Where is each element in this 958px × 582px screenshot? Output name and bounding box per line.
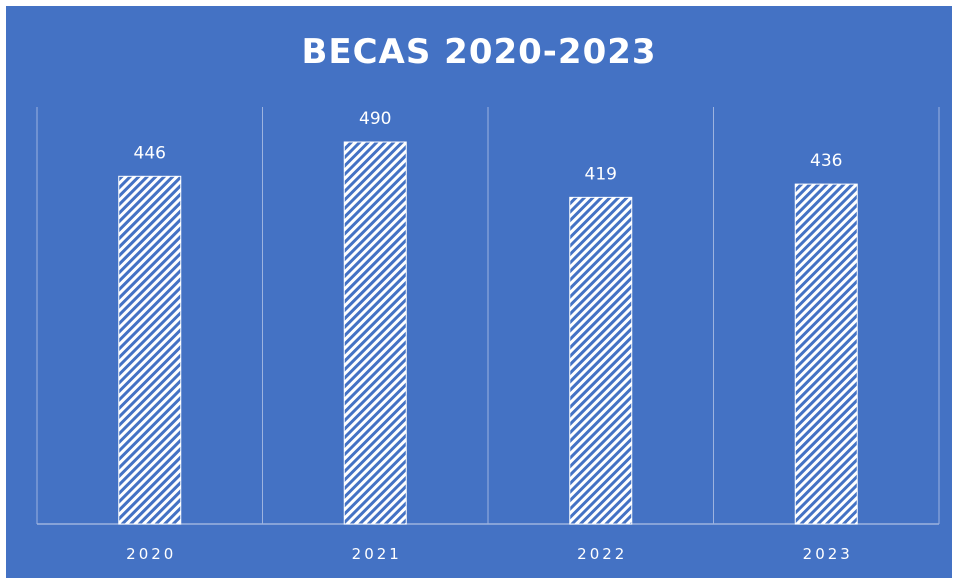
- bar-2022: [569, 196, 633, 525]
- bars: [118, 141, 858, 525]
- grid-lines: [36, 107, 940, 525]
- bar-2021: [343, 141, 407, 525]
- x-tick-label-2023: 2023: [803, 545, 853, 563]
- data-label-2020: 446: [134, 143, 166, 163]
- chart-title: BECAS 2020-2023: [301, 32, 657, 72]
- bar-chart: 446 490 419 436 2020 2021 2022 2023: [36, 107, 940, 563]
- data-label-2021: 490: [359, 109, 391, 129]
- bar-2023: [794, 183, 858, 525]
- x-tick-label-2022: 2022: [577, 545, 627, 563]
- bar-2020: [118, 175, 182, 525]
- data-labels: 446 490 419 436: [134, 109, 843, 184]
- x-tick-label-2020: 2020: [126, 545, 176, 563]
- chart-area: BECAS 2020-2023 446 490 419 436 2020 2021 202…: [6, 6, 952, 578]
- data-label-2023: 436: [810, 151, 842, 171]
- data-label-2022: 419: [585, 164, 617, 184]
- x-axis-ticks: 2020 2021 2022 2023: [126, 545, 853, 563]
- x-tick-label-2021: 2021: [352, 545, 402, 563]
